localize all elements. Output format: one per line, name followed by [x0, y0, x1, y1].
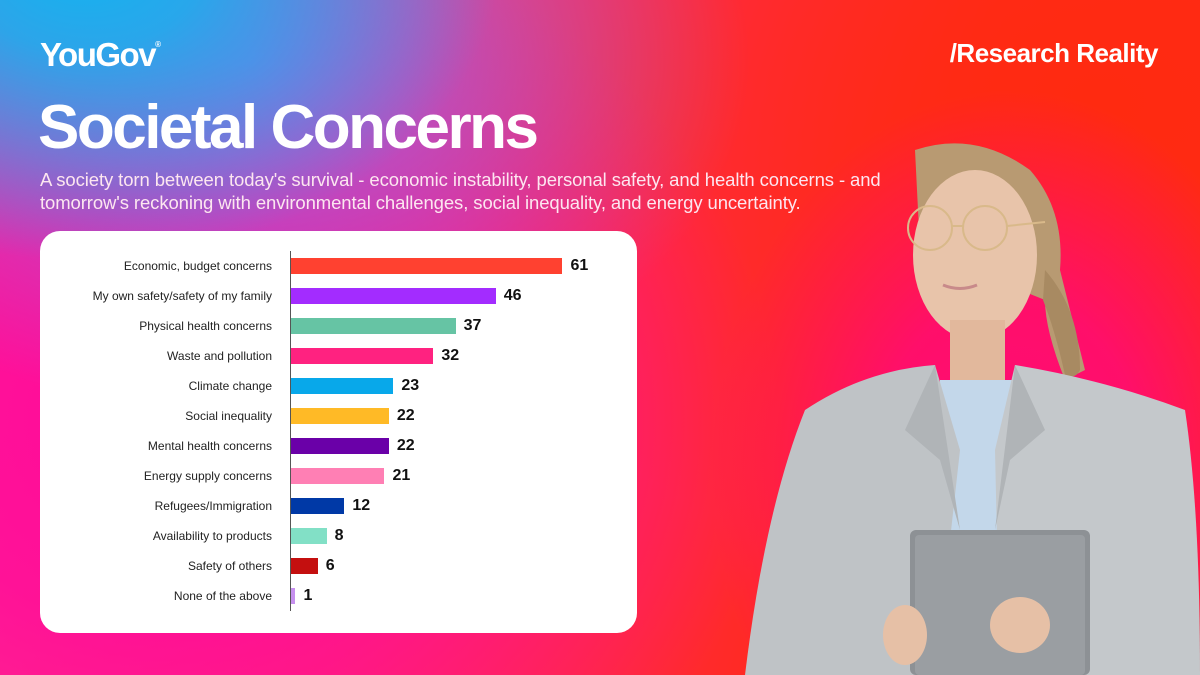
bar: [291, 588, 296, 604]
chart-card: Economic, budget concerns 61 My own safety…: [40, 231, 637, 633]
category-label: My own safety/safety of my family: [92, 289, 272, 303]
chart-row: Climate change 23: [40, 371, 637, 401]
chart-row: Social inequality 22: [40, 401, 637, 431]
bar: [291, 438, 389, 454]
chart-row: Physical health concerns 37: [40, 311, 637, 341]
page-title: Societal Concerns: [38, 93, 539, 162]
bar: [291, 378, 394, 394]
value-label: 6: [325, 557, 335, 574]
chart-row: None of the above 1: [40, 581, 637, 611]
category-label: Climate change: [188, 379, 272, 393]
category-label: None of the above: [173, 589, 272, 603]
bar: [291, 318, 456, 334]
chart-row: Economic, budget concerns 61: [40, 251, 637, 281]
category-label: Availability to products: [152, 529, 272, 543]
chart-row: Refugees/Immigration 12: [40, 491, 637, 521]
y-axis-line: [290, 251, 291, 611]
chart-row: Safety of others 6: [40, 551, 637, 581]
research-reality-tagline: /Research Reality: [949, 38, 1159, 68]
chart-row: Waste and pollution 32: [40, 341, 637, 371]
value-label: 22: [396, 437, 415, 454]
value-label: 37: [463, 317, 482, 334]
category-label: Refugees/Immigration: [154, 499, 272, 513]
chart-row: My own safety/safety of my family 46: [40, 281, 637, 311]
bar: [291, 288, 496, 304]
bar: [291, 558, 318, 574]
page-subtitle: A society torn between today's survival …: [40, 169, 881, 213]
category-label: Economic, budget concerns: [123, 259, 272, 273]
value-label: 23: [401, 377, 420, 394]
value-label: 46: [503, 287, 522, 304]
bar: [291, 408, 389, 424]
registered-mark: ®: [155, 40, 161, 49]
value-label: 21: [392, 467, 411, 484]
category-label: Waste and pollution: [167, 349, 272, 363]
value-label: 22: [396, 407, 415, 424]
value-label: 61: [570, 257, 589, 274]
bar: [291, 348, 434, 364]
category-label: Social inequality: [185, 409, 272, 423]
value-label: 32: [441, 347, 460, 364]
photo-woman-with-tablet: [745, 130, 1200, 675]
value-label: 8: [334, 527, 344, 544]
chart-row: Energy supply concerns 21: [40, 461, 637, 491]
bar: [291, 498, 345, 514]
category-label: Mental health concerns: [147, 439, 272, 453]
value-label: 1: [303, 587, 313, 604]
value-label: 12: [352, 497, 371, 514]
yougov-logo: YouGov®: [40, 36, 161, 74]
bar: [291, 528, 327, 544]
bar: [291, 468, 385, 484]
category-label: Energy supply concerns: [143, 469, 272, 483]
chart-row: Availability to products 8: [40, 521, 637, 551]
person-illustration-icon: [745, 143, 1200, 675]
category-label: Safety of others: [187, 559, 272, 573]
category-label: Physical health concerns: [139, 319, 272, 333]
chart-row: Mental health concerns 22: [40, 431, 637, 461]
bar: [291, 258, 563, 274]
logo-text: YouGov: [40, 36, 157, 73]
